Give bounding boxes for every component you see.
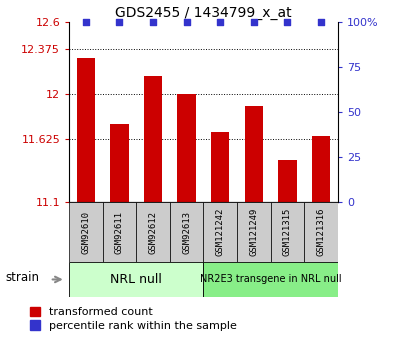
Bar — [177, 94, 196, 202]
Point — [116, 20, 122, 25]
Point — [217, 20, 224, 25]
Bar — [271, 202, 304, 262]
Legend: transformed count, percentile rank within the sample: transformed count, percentile rank withi… — [25, 302, 241, 335]
Bar — [245, 106, 263, 202]
Text: strain: strain — [6, 271, 40, 284]
Bar — [103, 202, 136, 262]
Bar — [77, 58, 95, 202]
Bar — [203, 202, 237, 262]
Bar — [211, 132, 229, 202]
Bar — [278, 160, 297, 202]
Text: GSM92612: GSM92612 — [149, 210, 158, 254]
Text: GSM121315: GSM121315 — [283, 208, 292, 256]
Text: GSM121316: GSM121316 — [316, 208, 325, 256]
Title: GDS2455 / 1434799_x_at: GDS2455 / 1434799_x_at — [115, 6, 292, 20]
Bar — [237, 202, 271, 262]
Point — [284, 20, 290, 25]
Text: GSM121249: GSM121249 — [249, 208, 258, 256]
Text: GSM92611: GSM92611 — [115, 210, 124, 254]
Text: GSM121242: GSM121242 — [216, 208, 225, 256]
Text: GSM92610: GSM92610 — [81, 210, 90, 254]
Text: GSM92613: GSM92613 — [182, 210, 191, 254]
Bar — [69, 202, 103, 262]
Bar — [203, 262, 338, 297]
Bar — [110, 124, 129, 202]
Bar — [312, 136, 330, 202]
Text: NR2E3 transgene in NRL null: NR2E3 transgene in NRL null — [200, 275, 341, 284]
Point — [150, 20, 156, 25]
Point — [318, 20, 324, 25]
Bar — [136, 202, 170, 262]
Point — [83, 20, 89, 25]
Point — [250, 20, 257, 25]
Bar — [69, 262, 203, 297]
Text: NRL null: NRL null — [110, 273, 162, 286]
Bar — [170, 202, 203, 262]
Bar — [144, 76, 162, 202]
Point — [183, 20, 190, 25]
Bar — [304, 202, 338, 262]
